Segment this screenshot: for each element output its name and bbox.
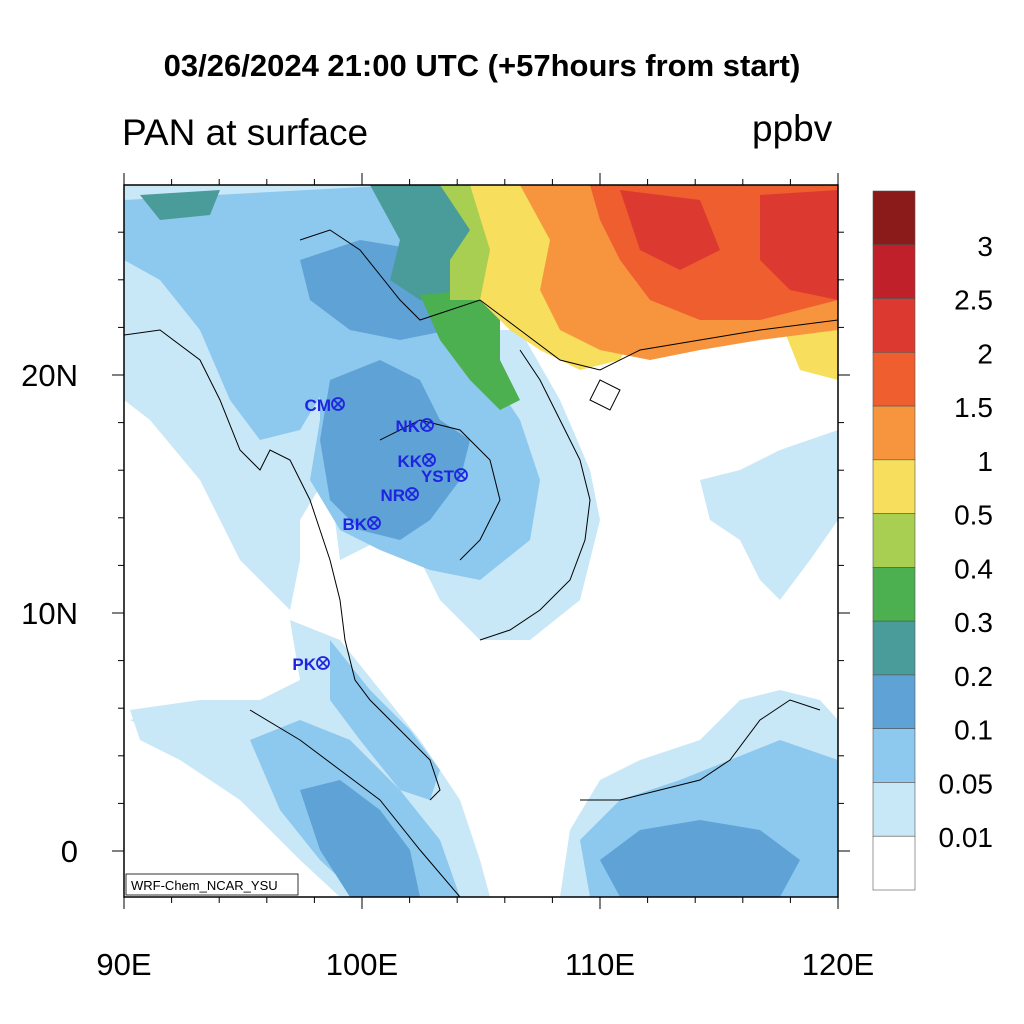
field-red-east [760, 190, 838, 300]
colorbar-label: 1 [977, 446, 993, 477]
colorbar: 3 2.5 2 1.5 1 0.5 0.4 0.3 0.2 0.1 0.05 0.01 [872, 190, 994, 891]
colorbar-swatch [872, 405, 916, 461]
station-label: NK [395, 417, 420, 436]
colorbar-swatch [872, 352, 916, 407]
station-marker-icon [316, 656, 330, 670]
station-marker-icon [454, 468, 468, 482]
colorbar-swatch [872, 728, 916, 783]
colorbar-label: 0.4 [954, 553, 993, 584]
colorbar-label: 0.2 [954, 661, 993, 692]
colorbar-label: 0.1 [954, 715, 993, 746]
station-marker-icon [422, 453, 436, 467]
latitude-labels: 20N 10N 0 [21, 358, 78, 869]
station-kk: KK [397, 452, 436, 471]
colorbar-swatch [872, 782, 916, 837]
station-yst: YST [421, 467, 468, 486]
station-marker-icon [367, 516, 381, 530]
colorbar-swatch [872, 567, 916, 622]
colorbar-swatch [872, 298, 916, 353]
colorbar-label: 2 [977, 338, 993, 369]
station-marker-icon [420, 418, 434, 432]
colorbar-label: 0.3 [954, 607, 993, 638]
station-label: PK [292, 655, 316, 674]
lon-label: 110E [565, 947, 635, 982]
colorbar-label: 0.5 [954, 500, 993, 531]
station-marker-icon [331, 397, 345, 411]
station-label: KK [397, 452, 422, 471]
colorbar-swatch [872, 513, 916, 568]
colorbar-swatch [872, 620, 916, 676]
colorbar-label: 1.5 [954, 392, 993, 423]
credit-box [125, 873, 299, 896]
field-andaman-light [130, 700, 260, 745]
field-green [420, 290, 520, 410]
station-bk: BK [342, 515, 381, 534]
station-pk: PK [292, 655, 330, 674]
colorbar-swatch [872, 244, 916, 299]
colorbar-label: 0.01 [939, 822, 994, 853]
colorbar-label: 3 [977, 231, 993, 262]
field-seas-light [700, 430, 838, 600]
station-label: CM [305, 396, 331, 415]
plot-title: 03/26/2024 21:00 UTC (+57hours from star… [163, 48, 801, 83]
station-label: NR [380, 486, 405, 505]
lon-label: 100E [326, 947, 398, 982]
field-borneo-dark [600, 820, 800, 897]
colorbar-swatch [872, 459, 916, 514]
lat-label: 0 [61, 834, 78, 869]
station-cm: CM [305, 396, 345, 415]
colorbar-swatch [872, 835, 916, 891]
pan-field [124, 185, 838, 897]
station-nr: NR [380, 486, 419, 505]
field-red [620, 190, 720, 270]
field-teal-west [140, 190, 220, 220]
map-frame [123, 184, 839, 898]
longitude-labels: 90E 100E 110E 120E [96, 947, 874, 982]
lat-label: 20N [21, 358, 78, 393]
station-nk: NK [395, 417, 434, 436]
coastlines [124, 229, 838, 897]
credit-text: WRF-Chem_NCAR_YSU [131, 878, 278, 893]
station-marker-icon [405, 487, 419, 501]
colorbar-swatch [872, 674, 916, 729]
colorbar-label: 2.5 [954, 285, 993, 316]
field-central-dark [320, 360, 470, 540]
units-label: ppbv [752, 108, 833, 149]
colorbar-swatch [872, 190, 916, 246]
field-sumatra-dark [300, 780, 420, 897]
variable-label: PAN at surface [122, 112, 369, 153]
axis-ticks [112, 173, 850, 909]
station-label: YST [421, 467, 455, 486]
field-malaya-medium [330, 640, 440, 800]
station-label: BK [342, 515, 367, 534]
lon-label: 120E [802, 947, 874, 982]
colorbar-label: 0.05 [939, 768, 994, 799]
lon-label: 90E [96, 947, 151, 982]
lat-label: 10N [21, 596, 78, 631]
